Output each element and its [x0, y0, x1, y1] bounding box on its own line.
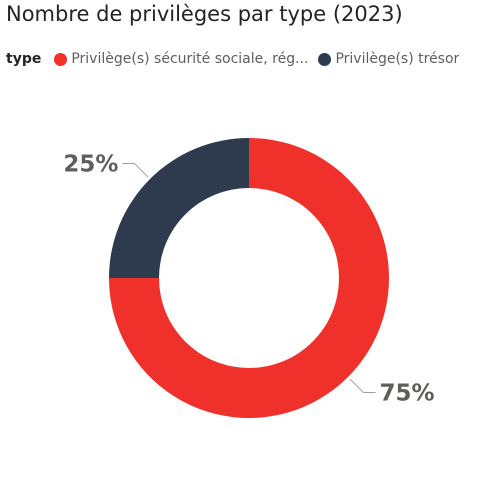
donut-slice-0[interactable]	[109, 138, 389, 418]
legend: type Privilège(s) sécurité sociale, rég.…	[6, 48, 459, 70]
legend-item-securite-sociale[interactable]: Privilège(s) sécurité sociale, rég...	[54, 51, 308, 67]
legend-swatch-icon	[318, 52, 332, 66]
leader-line-1	[122, 162, 149, 178]
legend-item-tresor[interactable]: Privilège(s) trésor	[318, 51, 459, 67]
legend-swatch-icon	[54, 52, 68, 66]
donut-slice-1[interactable]	[109, 138, 249, 278]
chart-title: Nombre de privilèges par type (2023)	[6, 2, 403, 26]
data-label-1: 25%	[63, 151, 118, 177]
leader-line-0	[349, 378, 376, 394]
data-label-0: 75%	[380, 381, 435, 407]
legend-title: type	[6, 51, 42, 67]
